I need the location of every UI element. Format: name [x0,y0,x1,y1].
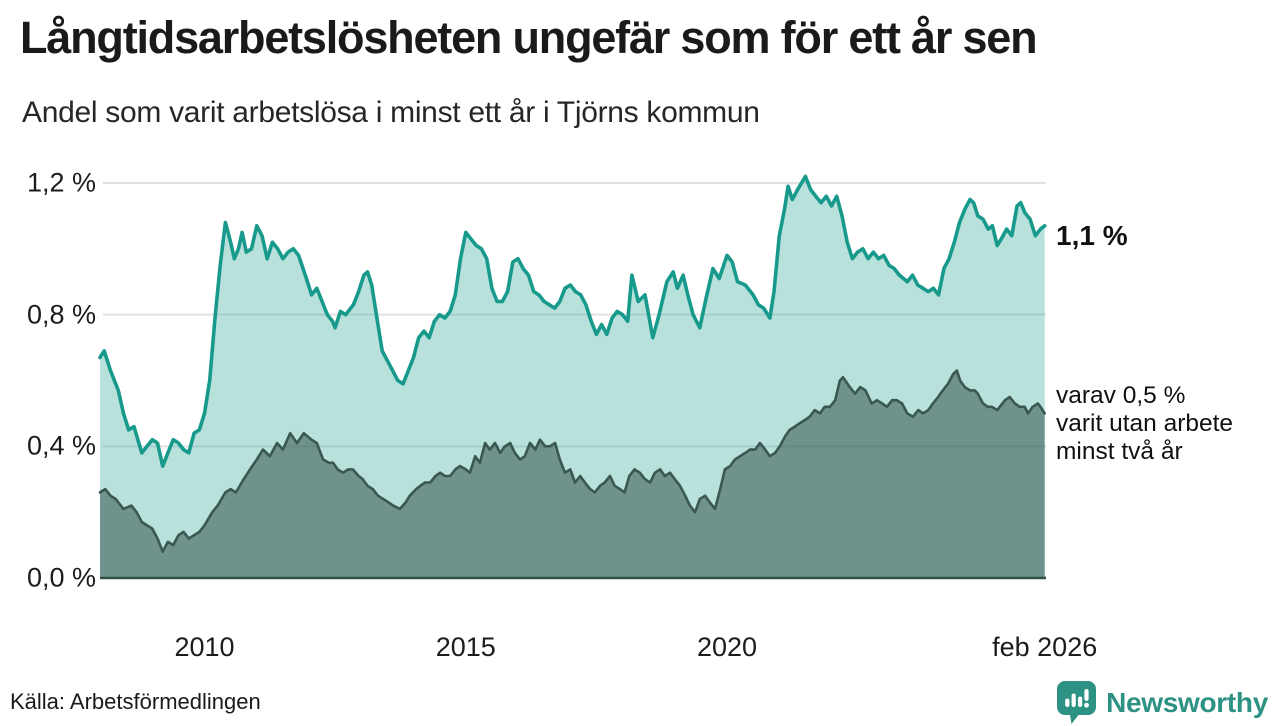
annotation-line-2: varit utan arbete [1056,410,1234,437]
brand-logo: Newsworthy [1056,680,1268,726]
annotation-line-1: varav 0,5 % [1056,382,1186,409]
line-one-year [98,174,1047,468]
line-two-years [98,369,1046,553]
x-tick-label: 2020 [696,632,758,662]
series-end-label-one-year: 1,1 % [1056,220,1128,251]
y-tick-label: 0,8 % [26,299,96,330]
brand-name: Newsworthy [1106,687,1268,718]
series-end-label-two-years: varav 0,5 % varit utan arbete minst två … [1056,382,1233,466]
y-tick-label: 0,0 % [26,562,96,593]
chart-subtitle: Andel som varit arbetslösa i minst ett å… [22,96,760,129]
y-tick-label: 0,4 % [26,430,96,461]
annotation-line-3: minst två år [1056,438,1183,465]
area-two-years [100,370,1045,578]
x-tick-label: 2015 [435,632,496,662]
source-attribution: Källa: Arbetsförmedlingen [10,689,261,714]
y-tick-label: 1,2 % [26,167,96,198]
area-chart [98,174,1047,580]
page-title: Långtidsarbetslösheten ungefär som för e… [20,12,1038,63]
x-tick-label: 2010 [174,632,235,662]
newsworthy-icon [1057,681,1097,724]
x-tick-label: feb 2026 [992,632,1098,662]
